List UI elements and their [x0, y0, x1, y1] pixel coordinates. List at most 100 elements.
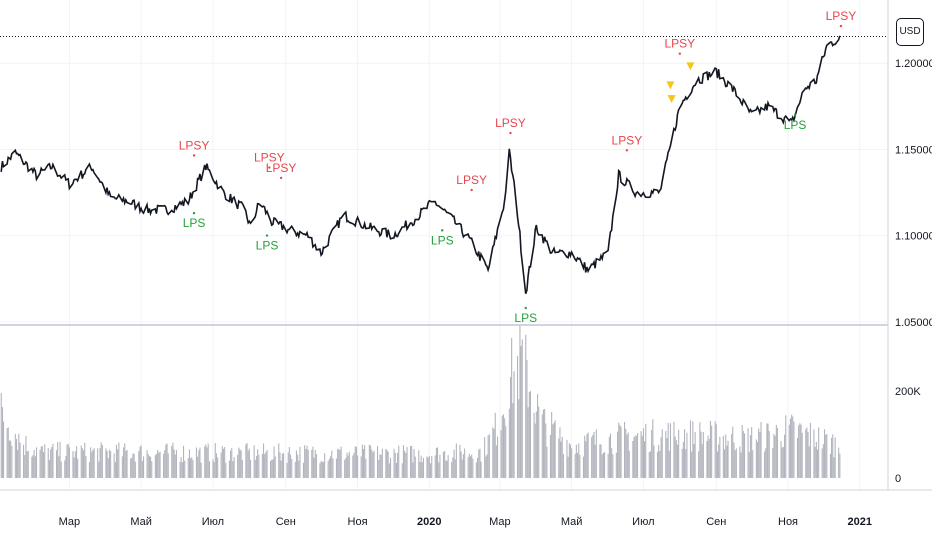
- volume-bar: [130, 458, 132, 478]
- volume-bar: [47, 448, 49, 478]
- volume-bar: [796, 437, 798, 478]
- volume-bar: [239, 449, 241, 478]
- volume-bar: [519, 325, 521, 478]
- volume-bar: [692, 421, 694, 478]
- volume-bar: [250, 459, 252, 478]
- volume-bar: [373, 450, 375, 478]
- volume-bar: [387, 451, 389, 478]
- volume-bar: [107, 458, 109, 478]
- lps-dot: [793, 113, 797, 116]
- volume-bar: [708, 439, 710, 478]
- price-tick-label: 1.15000: [895, 144, 932, 156]
- volume-bar: [508, 408, 510, 478]
- signal-annotations: LPSYLPSYLPSYLPSLPSLPSYLPSLPSYLPSLPSYLPSY…: [179, 9, 857, 325]
- volume-bar: [1, 407, 3, 478]
- volume-bar: [85, 456, 87, 478]
- currency-badge[interactable]: USD: [896, 18, 924, 46]
- volume-bar: [461, 459, 463, 478]
- volume-bar: [740, 452, 742, 478]
- volume-bar: [492, 427, 494, 478]
- volume-bar: [587, 432, 589, 478]
- volume-bar: [678, 429, 680, 478]
- volume-bar: [295, 450, 297, 478]
- time-tick-label: Ноя: [778, 516, 798, 528]
- volume-bar: [727, 440, 729, 478]
- volume-bar: [212, 459, 214, 478]
- volume-bar: [52, 443, 54, 478]
- volume-bar: [331, 450, 333, 478]
- volume-bar: [459, 445, 461, 478]
- volume-bar: [199, 447, 201, 478]
- volume-bar: [471, 454, 473, 478]
- volume-bar: [272, 459, 274, 478]
- volume-bar: [113, 453, 115, 478]
- volume-bar: [66, 444, 68, 478]
- volume-bar: [381, 448, 383, 478]
- volume-bar: [192, 460, 194, 478]
- volume-bar: [264, 454, 266, 478]
- volume-bar: [628, 450, 630, 478]
- volume-bar: [413, 449, 415, 478]
- volume-bar: [25, 435, 27, 478]
- volume-bar: [16, 439, 18, 478]
- volume-bar: [106, 450, 108, 478]
- volume-bar: [477, 457, 479, 478]
- volume-bar: [121, 456, 123, 478]
- volume-bar: [462, 454, 464, 478]
- volume-bar: [68, 447, 70, 478]
- volume-bar: [10, 440, 12, 478]
- volume-bar: [40, 446, 42, 478]
- volume-bar: [752, 450, 754, 478]
- volume-bar: [478, 449, 480, 478]
- volume-bar: [814, 446, 816, 478]
- volume-bar: [541, 414, 543, 478]
- volume-bar: [470, 456, 472, 478]
- volume-bar: [401, 463, 403, 478]
- volume-bar: [648, 452, 650, 478]
- volume-bar: [791, 414, 793, 478]
- volume-bar: [693, 444, 695, 478]
- volume-bar: [711, 425, 713, 478]
- volume-bar: [826, 434, 828, 478]
- volume-bar: [390, 457, 392, 478]
- volume-bar: [72, 451, 74, 478]
- volume-bar: [512, 403, 514, 478]
- volume-bar: [558, 438, 560, 478]
- volume-bar: [497, 436, 499, 478]
- volume-bar: [661, 429, 663, 478]
- volume-bar: [431, 455, 433, 478]
- price-tick-label: 1.10000: [895, 231, 932, 243]
- volume-bar: [447, 455, 449, 478]
- volume-bar: [223, 448, 225, 478]
- lpsy-dot: [192, 154, 196, 157]
- volume-bar: [822, 444, 824, 478]
- volume-bar: [748, 452, 750, 478]
- volume-bar: [50, 449, 52, 478]
- volume-bar: [410, 446, 412, 478]
- volume-bar: [379, 454, 381, 478]
- volume-bar: [829, 453, 831, 478]
- volume-bar: [368, 444, 370, 478]
- volume-bar: [108, 449, 110, 478]
- volume-bar: [271, 459, 273, 478]
- volume-bar: [93, 448, 95, 478]
- volume-bar: [99, 448, 101, 478]
- volume-bar: [198, 450, 200, 478]
- volume-bar: [430, 463, 432, 478]
- time-tick-label: Мар: [59, 516, 81, 528]
- volume-bar: [546, 446, 548, 478]
- volume-bar: [233, 457, 235, 478]
- volume-bar: [438, 462, 440, 478]
- volume-bar: [774, 435, 776, 478]
- volume-bar: [805, 429, 807, 478]
- volume-bar: [17, 450, 19, 478]
- volume-bar: [821, 448, 823, 478]
- volume-bar: [138, 451, 140, 478]
- volume-bar: [784, 434, 786, 478]
- lps-label: LPS: [183, 216, 206, 230]
- volume-bar: [290, 454, 292, 478]
- volume-bar: [644, 441, 646, 478]
- volume-bar: [394, 452, 396, 478]
- volume-bar: [126, 449, 128, 478]
- volume-bar: [286, 462, 288, 478]
